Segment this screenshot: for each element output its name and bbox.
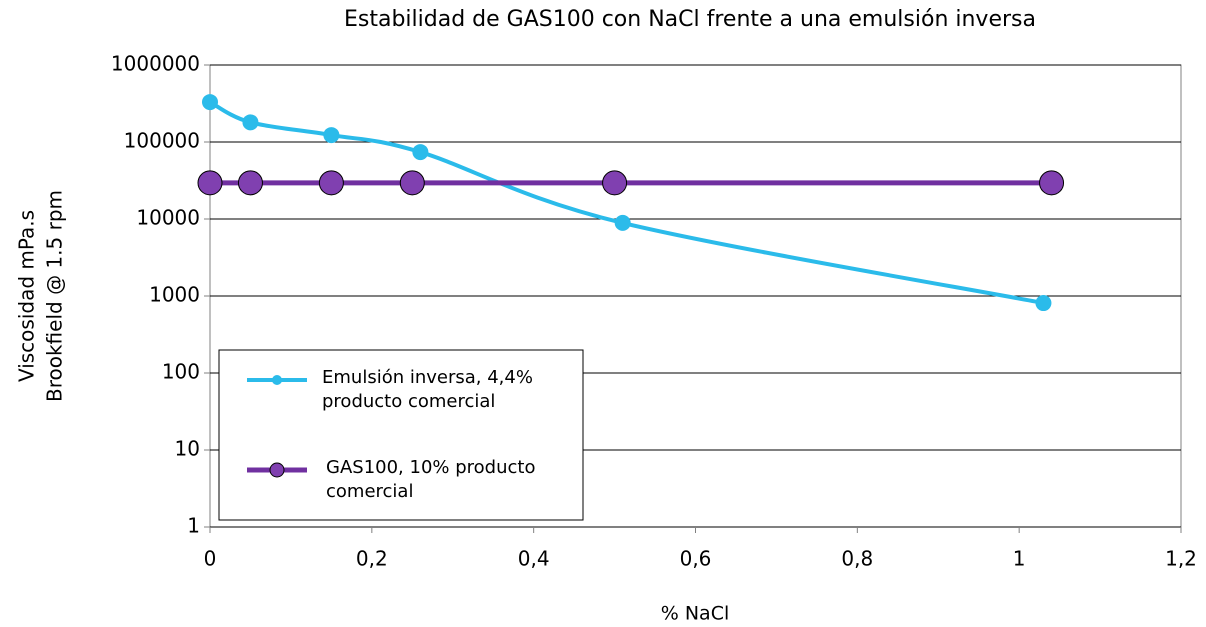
x-tick-label: 0,4 — [518, 547, 550, 571]
y-tick-label: 10000 — [136, 206, 200, 230]
data-point — [614, 214, 631, 231]
y-tick-label: 100000 — [124, 129, 200, 153]
x-tick-label: 0,6 — [680, 547, 712, 571]
legend-marker — [269, 462, 285, 478]
data-point — [318, 170, 344, 196]
series-line — [209, 100, 1044, 306]
legend-label: GAS100, 10% producto comercial — [326, 457, 536, 502]
legend-label: Emulsión inversa, 4,4% producto comercia… — [322, 367, 533, 412]
x-tick-label: 1 — [1013, 547, 1026, 571]
x-tick-label: 1,2 — [1165, 547, 1197, 571]
data-point — [602, 170, 628, 196]
data-point — [412, 144, 429, 161]
y-tick-label: 100 — [162, 360, 200, 384]
data-point — [1035, 295, 1052, 312]
chart-title: Estabilidad de GAS100 con NaCl frente a … — [344, 7, 1036, 32]
data-point — [1039, 170, 1065, 196]
data-point — [237, 170, 263, 196]
y-tick-label: 1000 — [149, 283, 200, 307]
data-point — [323, 127, 340, 144]
legend-marker — [272, 375, 282, 385]
y-axis-label: Viscosidad mPa.s — [15, 210, 39, 382]
data-point — [202, 94, 218, 111]
x-tick-label: 0,8 — [841, 547, 873, 571]
data-point — [399, 170, 425, 196]
data-point — [242, 114, 259, 131]
y-axis-label: Brookfield @ 1.5 rpm — [43, 190, 67, 402]
x-tick-label: 0 — [204, 547, 217, 571]
data-point — [197, 170, 223, 196]
x-axis-label: % NaCl — [661, 603, 730, 625]
y-tick-label: 1 — [187, 514, 200, 538]
y-tick-label: 10 — [175, 437, 200, 461]
y-tick-label: 1000000 — [111, 52, 200, 76]
x-tick-label: 0,2 — [356, 547, 388, 571]
